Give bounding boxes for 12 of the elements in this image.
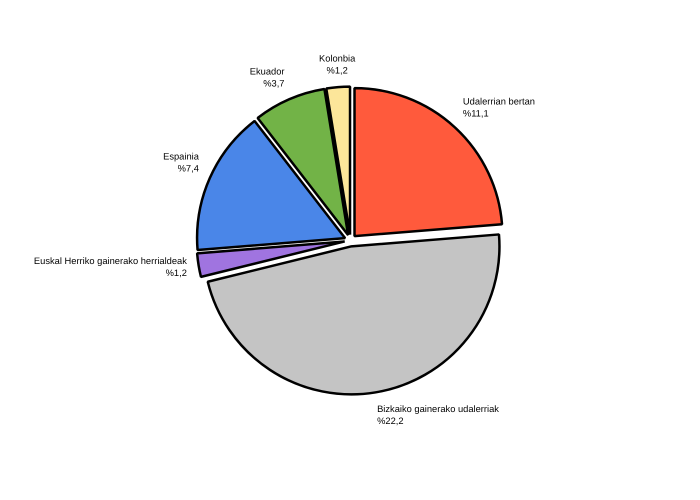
slice-label: Euskal Herriko gainerako herrialdeak: [34, 256, 188, 266]
slice-label: Udalerrian bertan: [462, 96, 535, 107]
data-label: %22,2: [377, 416, 404, 426]
slice-label: Ekuador: [250, 66, 285, 76]
slice-label: Bizkaiko gainerako udalerriak: [377, 404, 500, 414]
data-label: %1,2: [166, 268, 187, 278]
slice-label: Kolonbia: [319, 53, 356, 64]
data-label: %11,1: [462, 108, 489, 119]
slice-label: Espainia: [163, 151, 200, 162]
data-label: %3,7: [263, 78, 285, 88]
data-label: %1,2: [326, 65, 348, 76]
data-label: %7,4: [178, 163, 199, 174]
